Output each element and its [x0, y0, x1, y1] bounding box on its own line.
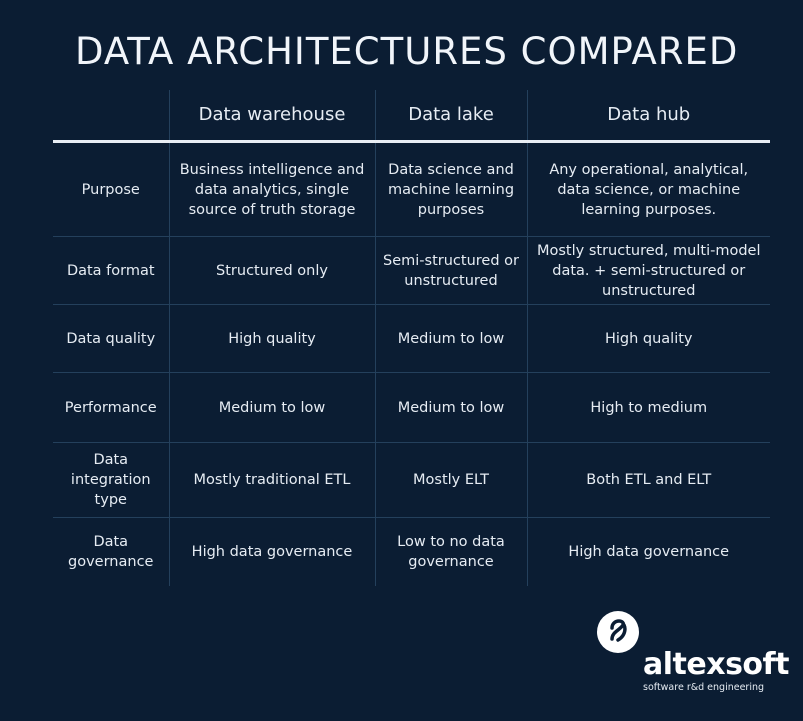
table-cell: High quality [526, 304, 770, 373]
table-cell: Any operational, analytical, data scienc… [526, 141, 770, 237]
table-cell: High quality [168, 304, 375, 373]
table-row: Purpose Business intelligence and data a… [53, 141, 770, 237]
row-label: Data quality [53, 304, 169, 373]
logo-wordmark: altexsoft [643, 647, 789, 682]
table-cell: Mostly traditional ETL [168, 442, 375, 518]
table-row: Data governance High data governance Low… [53, 517, 770, 586]
table-row: Data quality High quality Medium to low … [53, 304, 770, 373]
table-cell: Data science and machine learning purpos… [374, 141, 527, 237]
header-blank [53, 90, 169, 143]
table-cell: Low to no data governance [374, 517, 527, 586]
table-cell: Medium to low [168, 372, 375, 443]
table-cell: High data governance [168, 517, 375, 586]
row-label: Data format [53, 236, 169, 305]
table-row: Data integration type Mostly traditional… [53, 442, 770, 518]
row-label: Purpose [81, 181, 140, 198]
table-row: Data format Structured only Semi-structu… [53, 236, 770, 305]
header-data-warehouse: Data warehouse [168, 90, 375, 143]
table-cell: Mostly ELT [374, 442, 527, 518]
table-cell: High data governance [526, 517, 770, 586]
table-cell: Semi-structured or unstructured [374, 236, 527, 305]
page-title: DATA ARCHITECTURES COMPARED [75, 30, 739, 73]
comparison-table: Data warehouse Data lake Data hub Purpos… [53, 90, 770, 586]
table-row: Performance Medium to low Medium to low … [53, 372, 770, 443]
row-label: Data integration type [53, 442, 169, 518]
row-label: Data governance [53, 517, 169, 586]
header-data-hub: Data hub [526, 90, 770, 143]
table-cell: Medium to low [374, 372, 527, 443]
table-cell: Business intelligence and data analytics… [168, 141, 375, 237]
row-label: Performance [53, 372, 169, 443]
altexsoft-logo: altexsoft software r&d engineering [596, 610, 789, 696]
table-header-row: Data warehouse Data lake Data hub [53, 90, 770, 143]
table-cell: Both ETL and ELT [526, 442, 770, 518]
table-cell: High to medium [526, 372, 770, 443]
logo-tagline: software r&d engineering [643, 682, 765, 693]
header-data-lake: Data lake [374, 90, 527, 143]
table-cell: Structured only [168, 236, 375, 305]
table-cell: Medium to low [374, 304, 527, 373]
altexsoft-logo-icon [597, 611, 639, 653]
table-cell: Mostly structured, multi-model data. + s… [526, 236, 770, 305]
